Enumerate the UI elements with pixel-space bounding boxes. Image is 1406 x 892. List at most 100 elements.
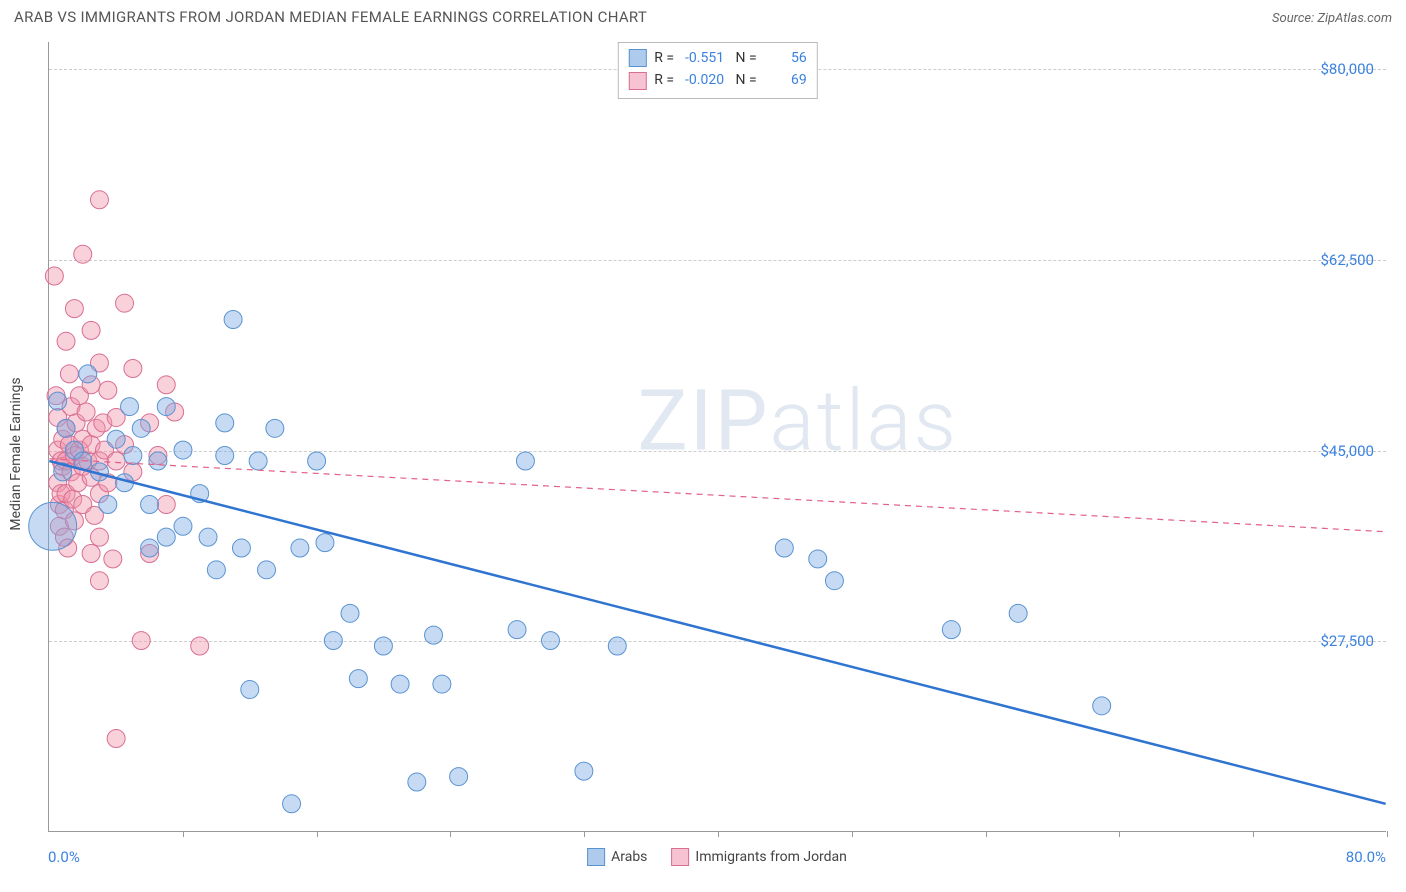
x-tick [1253, 831, 1254, 837]
data-point [316, 534, 334, 552]
data-point [107, 430, 125, 448]
data-point [157, 376, 175, 394]
r-label: R = [654, 47, 674, 69]
data-point [425, 626, 443, 644]
n-label: N = [732, 47, 757, 69]
legend-item-jordan: Immigrants from Jordan [671, 848, 847, 866]
data-point [82, 321, 100, 339]
trend-line [49, 461, 1385, 804]
n-value-jordan: 69 [765, 69, 807, 91]
data-point [99, 496, 117, 514]
data-point [775, 539, 793, 557]
legend-label-jordan: Immigrants from Jordan [695, 849, 847, 865]
data-point [508, 621, 526, 639]
data-point [124, 359, 142, 377]
x-tick [1387, 831, 1388, 837]
x-tick [718, 831, 719, 837]
data-point [121, 398, 139, 416]
data-point [82, 545, 100, 563]
data-point [1093, 697, 1111, 715]
data-point [149, 452, 167, 470]
source-prefix: Source: [1272, 11, 1317, 26]
data-point [258, 561, 276, 579]
chart-header: ARAB VS IMMIGRANTS FROM JORDAN MEDIAN FE… [14, 8, 1392, 26]
data-point [116, 294, 134, 312]
chart-title: ARAB VS IMMIGRANTS FROM JORDAN MEDIAN FE… [14, 8, 647, 26]
data-point [90, 191, 108, 209]
data-point [516, 452, 534, 470]
r-value-jordan: -0.020 [682, 69, 724, 91]
data-point [191, 637, 209, 655]
data-point [157, 496, 175, 514]
data-point [433, 675, 451, 693]
data-point [324, 632, 342, 650]
data-point [57, 419, 75, 437]
r-label: R = [654, 69, 674, 91]
x-tick [986, 831, 987, 837]
source-name: ZipAtlas.com [1317, 11, 1392, 26]
data-point [291, 539, 309, 557]
data-point [141, 496, 159, 514]
data-point [216, 447, 234, 465]
data-point [57, 332, 75, 350]
x-max-label: 80.0% [1346, 848, 1386, 866]
legend-item-arabs: Arabs [587, 848, 647, 866]
data-point [608, 637, 626, 655]
stats-row-jordan: R = -0.020 N = 69 [628, 69, 806, 91]
data-point [45, 267, 63, 285]
data-point [60, 365, 78, 383]
x-tick [584, 831, 585, 837]
data-point [49, 392, 67, 410]
stats-row-arabs: R = -0.551 N = 56 [628, 47, 806, 69]
data-point [308, 452, 326, 470]
bottom-legend: Arabs Immigrants from Jordan [587, 848, 847, 866]
data-point [29, 502, 77, 550]
data-point [391, 675, 409, 693]
x-min-label: 0.0% [48, 848, 80, 866]
x-axis-row: 0.0% Arabs Immigrants from Jordan 80.0% [48, 842, 1386, 872]
data-point [266, 419, 284, 437]
data-point [199, 528, 217, 546]
data-point [241, 681, 259, 699]
source-credit: Source: ZipAtlas.com [1272, 11, 1392, 26]
data-point [1009, 604, 1027, 622]
trend-line [49, 459, 1385, 532]
data-point [141, 539, 159, 557]
x-tick [183, 831, 184, 837]
x-tick [317, 831, 318, 837]
data-point [349, 670, 367, 688]
data-point [107, 730, 125, 748]
data-point [174, 441, 192, 459]
r-value-arabs: -0.551 [682, 47, 724, 69]
data-point [232, 539, 250, 557]
data-point [124, 447, 142, 465]
n-label: N = [732, 69, 757, 91]
data-point [450, 768, 468, 786]
data-point [374, 637, 392, 655]
legend-label-arabs: Arabs [611, 849, 647, 865]
data-point [157, 528, 175, 546]
data-point [77, 403, 95, 421]
data-point [65, 300, 83, 318]
swatch-jordan-icon [671, 848, 689, 866]
x-tick [852, 831, 853, 837]
swatch-arabs-icon [587, 848, 605, 866]
data-point [157, 398, 175, 416]
plot-svg [49, 42, 1386, 831]
data-point [99, 381, 117, 399]
data-point [132, 419, 150, 437]
data-point [207, 561, 225, 579]
data-point [575, 762, 593, 780]
data-point [825, 572, 843, 590]
data-point [249, 452, 267, 470]
plot-area: ZIPatlas R = -0.551 N = 56 R = -0.020 N … [48, 42, 1386, 832]
data-point [90, 572, 108, 590]
data-point [809, 550, 827, 568]
data-point [90, 528, 108, 546]
n-value-arabs: 56 [765, 47, 807, 69]
swatch-jordan-icon [628, 72, 646, 90]
data-point [174, 517, 192, 535]
data-point [132, 632, 150, 650]
y-axis-label: Median Female Earnings [8, 377, 24, 530]
data-point [224, 311, 242, 329]
